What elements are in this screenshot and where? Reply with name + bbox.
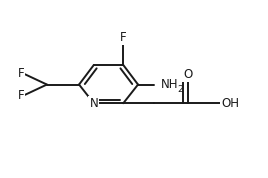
Text: F: F [17, 89, 24, 102]
Text: O: O [183, 68, 192, 81]
Text: N: N [90, 97, 98, 110]
Text: 2: 2 [177, 85, 183, 93]
Text: NH: NH [161, 78, 178, 91]
Text: F: F [120, 31, 126, 44]
Text: OH: OH [221, 97, 239, 110]
Text: F: F [17, 67, 24, 80]
